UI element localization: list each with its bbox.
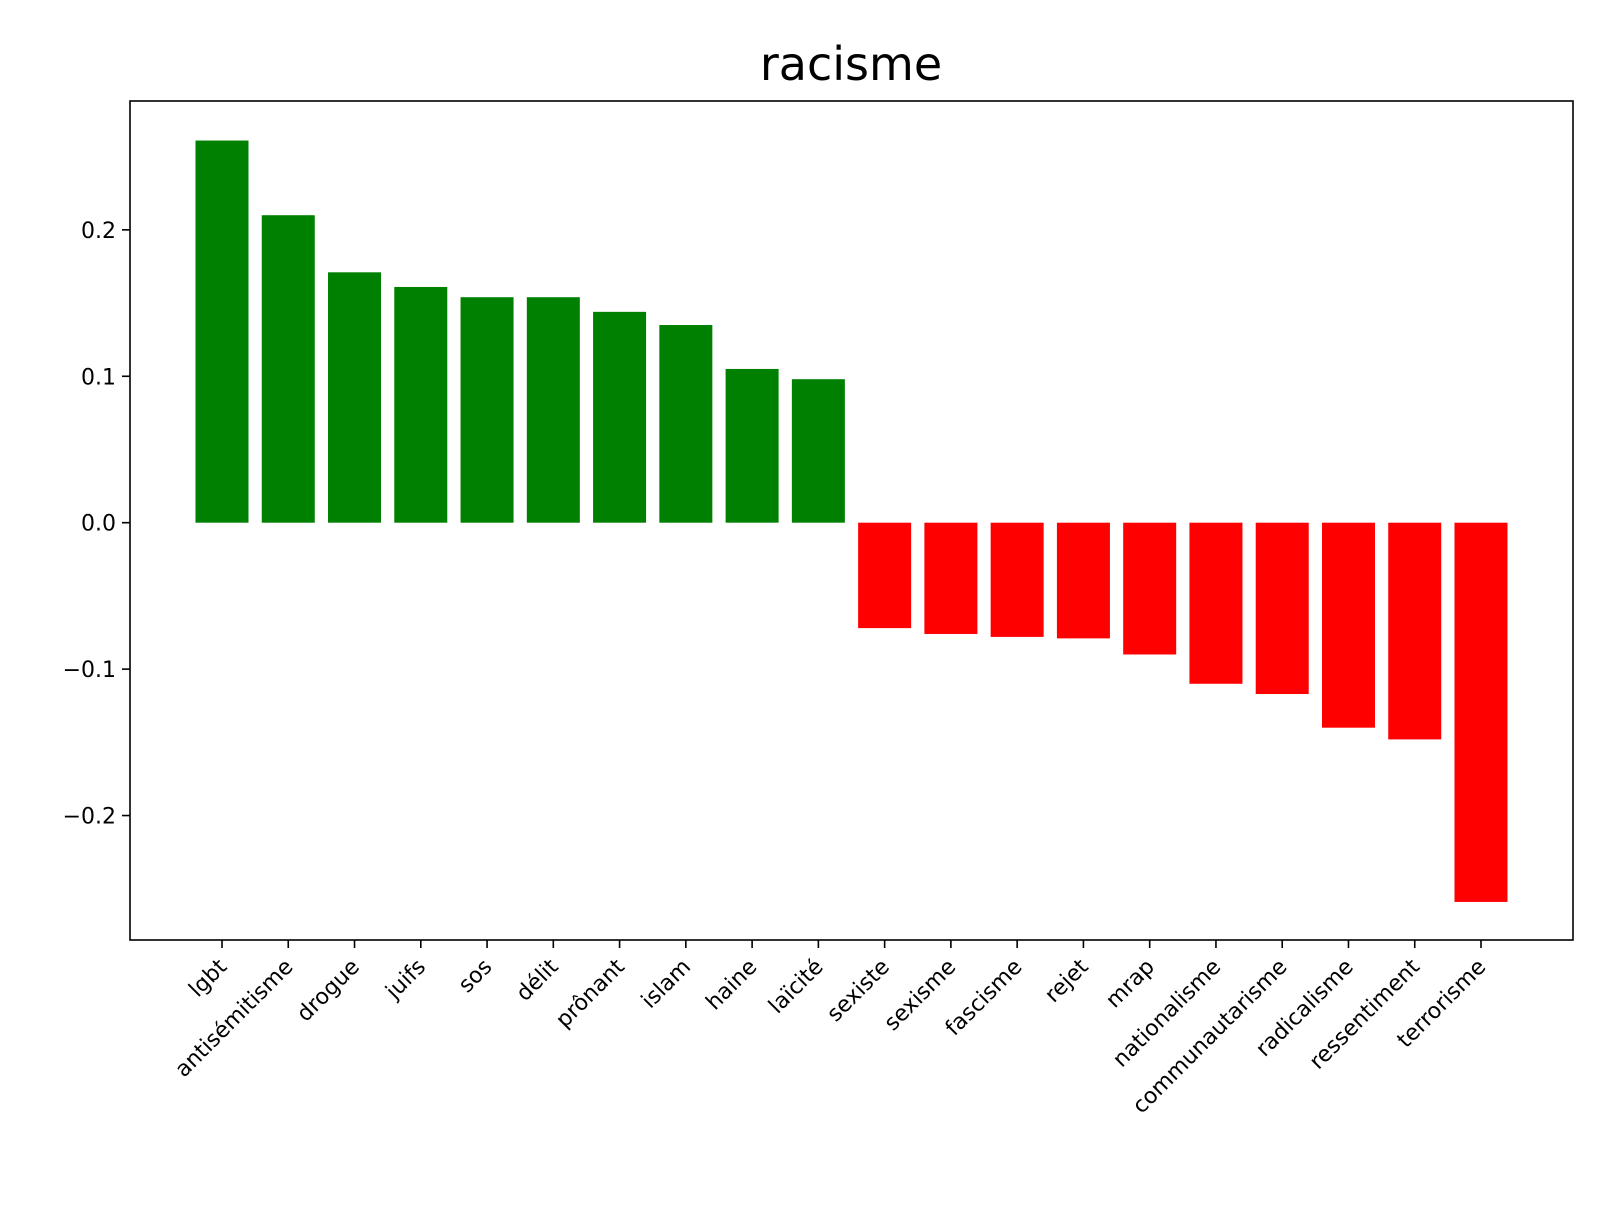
x-tick-label-13: rejet — [1040, 954, 1094, 1008]
x-tick-label-4: sos — [454, 955, 497, 998]
bar-6 — [593, 311, 647, 523]
plot-frame — [129, 100, 1574, 941]
bar-10 — [858, 522, 912, 629]
x-tick-label-9: laïcité — [764, 955, 828, 1019]
y-axis: −0.2 −0.1 0.0 0.1 0.2 — [63, 219, 130, 830]
x-tick-label-0: lgbt — [184, 954, 232, 1002]
x-tick-label-1: antisémitisme — [171, 955, 299, 1083]
bar-5 — [526, 297, 580, 523]
bar-9 — [791, 379, 845, 523]
x-tick-label-5: délit — [512, 954, 564, 1006]
bar-2 — [328, 272, 382, 523]
chart-title: racisme — [760, 37, 942, 91]
bar-16 — [1255, 522, 1309, 695]
bar-14 — [1123, 522, 1177, 655]
y-tick-label-2: 0.0 — [81, 512, 116, 537]
bar-4 — [460, 297, 514, 523]
bars-group — [195, 140, 1508, 902]
bar-13 — [1056, 522, 1110, 639]
bar-8 — [725, 368, 779, 523]
x-tick-label-14: mrap — [1101, 955, 1160, 1014]
x-tick-label-6: prônant — [551, 954, 630, 1033]
bar-17 — [1321, 522, 1375, 728]
bar-3 — [394, 286, 448, 523]
bar-12 — [990, 522, 1044, 637]
y-tick-label-3: 0.1 — [81, 365, 116, 390]
x-tick-label-7: islam — [637, 955, 696, 1014]
bar-7 — [659, 325, 713, 523]
bar-18 — [1388, 522, 1442, 740]
bar-11 — [924, 522, 978, 634]
x-tick-label-8: haine — [702, 955, 763, 1016]
y-tick-label-0: −0.2 — [63, 805, 116, 830]
bar-15 — [1189, 522, 1243, 684]
y-tick-label-4: 0.2 — [81, 219, 116, 244]
bar-19 — [1454, 522, 1508, 902]
x-tick-label-2: drogue — [292, 955, 364, 1027]
x-tick-label-3: juifs — [381, 955, 431, 1005]
bar-0 — [195, 140, 249, 523]
bar-1 — [261, 215, 315, 523]
y-tick-label-1: −0.1 — [63, 658, 116, 683]
